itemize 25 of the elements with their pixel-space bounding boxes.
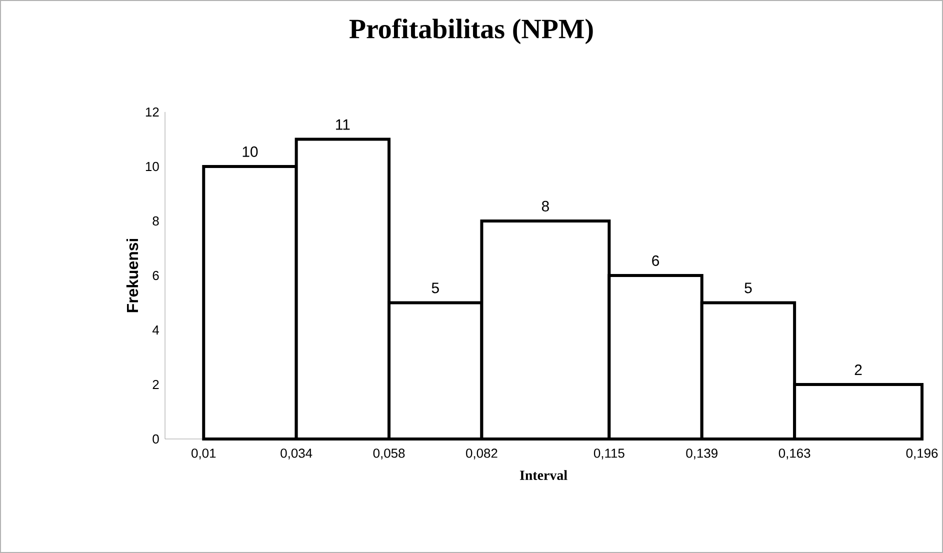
data-label: 6 bbox=[652, 255, 660, 266]
x-tick-label: 0,196 bbox=[906, 448, 938, 460]
x-tick-label: 0,01 bbox=[192, 448, 216, 460]
x-tick-label: 0,115 bbox=[594, 448, 624, 460]
data-label: 5 bbox=[744, 282, 752, 294]
x-axis-title: Interval bbox=[520, 470, 568, 480]
x-tick-label: 0,082 bbox=[466, 448, 498, 460]
chart-title: Profitabilitas (NPM) bbox=[349, 18, 593, 44]
y-tick-label: 12 bbox=[146, 107, 159, 117]
y-tick-label: 8 bbox=[152, 216, 159, 226]
x-tick-label: 0,034 bbox=[280, 448, 312, 460]
y-axis-title: Frekuensi bbox=[126, 238, 138, 312]
y-tick-label: 0 bbox=[152, 434, 159, 444]
x-tick-label: 0,139 bbox=[686, 448, 718, 460]
y-tick-label: 2 bbox=[152, 380, 159, 390]
data-label: 11 bbox=[336, 119, 350, 130]
y-tick-label: 10 bbox=[146, 162, 159, 172]
data-label: 2 bbox=[854, 364, 862, 375]
data-label: 5 bbox=[432, 282, 439, 294]
y-tick-label: 6 bbox=[152, 270, 159, 280]
y-tick-label: 4 bbox=[152, 326, 159, 334]
x-tick-label: 0,163 bbox=[778, 448, 810, 460]
data-label: 10 bbox=[242, 146, 258, 157]
data-label: 8 bbox=[542, 200, 549, 212]
x-tick-label: 0,058 bbox=[373, 448, 405, 460]
